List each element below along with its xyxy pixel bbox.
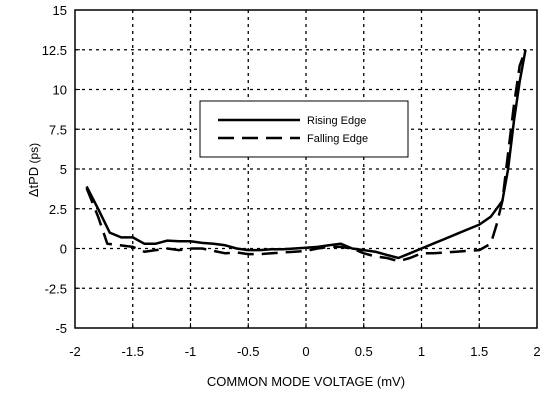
series-layer [85,49,527,263]
y-tick-label: -5 [55,321,67,336]
x-tick-label: -0.5 [237,344,259,359]
series-line-rising-edge [85,49,527,260]
y-tick-label: -2.5 [45,281,67,296]
x-tick-label: 0.5 [355,344,373,359]
y-tick-label: 7.5 [49,122,67,137]
y-axis-title-main: tPD [26,167,41,189]
y-tick-label: 5 [60,162,67,177]
y-tick-label: 0 [60,242,67,257]
x-tick-label: 1.5 [470,344,488,359]
legend-label-rising-edge: Rising Edge [307,115,366,127]
x-tick-labels: -2 -1.5 -1 -0.5 0 0.5 1 1.5 2 [69,344,540,359]
x-tick-label: -1 [185,344,197,359]
series-line-falling-edge [85,49,527,263]
x-tick-label: 1 [418,344,425,359]
x-tick-label: -1.5 [122,344,144,359]
x-axis-title: COMMON MODE VOLTAGE (mV) [207,374,405,389]
y-tick-label: 10 [53,83,67,98]
legend-box [199,100,409,158]
grid-lines [75,10,537,328]
y-tick-label: 15 [53,3,67,18]
y-tick-label: 12.5 [42,43,67,58]
y-tick-labels: -5 -2.5 0 2.5 5 7.5 10 12.5 15 [42,3,67,336]
y-axis-title-unit: (ps) [27,143,41,167]
y-tick-label: 2.5 [49,202,67,217]
x-tick-label: 2 [533,344,540,359]
y-axis-title-delta: Δ [26,188,41,197]
tick-marks [74,9,538,329]
x-tick-label: -2 [69,344,81,359]
legend: Rising Edge Falling Edge [199,100,409,158]
x-tick-label: 0 [302,344,309,359]
legend-label-falling-edge: Falling Edge [307,133,368,145]
y-axis-title: ΔtPD (ps) [26,143,41,197]
